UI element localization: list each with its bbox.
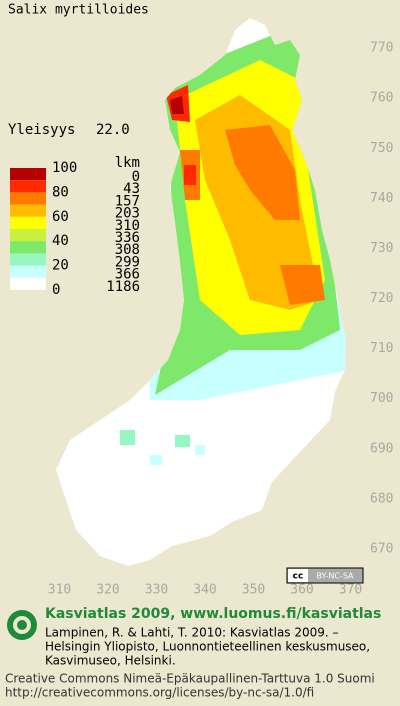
x-tick-label: 340 [193, 583, 216, 598]
footer-heading: Kasviatlas 2009, www.luomus.fi/kasviatla… [45, 606, 381, 622]
cell [120, 430, 135, 445]
legend-scale-label: 80 [52, 184, 69, 200]
y-tick-label: 670 [370, 541, 393, 556]
zone-orange-2 [280, 265, 325, 305]
legend-count: 1186 [106, 279, 140, 295]
badge-text: BY-NC-SA [316, 572, 354, 581]
license-line: Creative Commons Nimeä-Epäkaupallinen-Ta… [5, 672, 375, 686]
legend-swatch [10, 241, 46, 254]
y-tick-label: 730 [370, 241, 393, 256]
legend-count: 43 [123, 181, 140, 197]
y-tick-label: 770 [370, 41, 393, 56]
y-tick-label: 690 [370, 441, 393, 456]
legend-swatch [10, 192, 46, 205]
legend-scale-label: 100 [52, 160, 77, 176]
citation-line: Helsingin Yliopisto, Luonnontieteellinen… [45, 640, 370, 654]
legend-swatch [10, 180, 46, 193]
legend-count: 366 [115, 267, 140, 283]
license-badge: cc BY-NC-SA [286, 567, 364, 584]
cell [195, 445, 205, 455]
y-tick-label: 680 [370, 491, 393, 506]
cc-mark: cc [293, 572, 304, 582]
legend-count: 0 [132, 169, 140, 185]
legend-swatch [10, 253, 46, 266]
legend-count: 310 [115, 218, 140, 234]
legend-count: 308 [115, 242, 140, 258]
citation-line: Kasvimuseo, Helsinki. [45, 654, 176, 668]
legend-swatch [10, 265, 46, 278]
legend-swatch [10, 216, 46, 229]
zone-red-2 [184, 165, 196, 185]
cell [175, 435, 190, 447]
x-tick-label: 370 [339, 583, 362, 598]
count-title: lkm [115, 155, 140, 171]
legend-count: 203 [115, 206, 140, 222]
x-tick-label: 310 [48, 583, 71, 598]
distribution [120, 20, 346, 465]
legend-scale-label: 40 [52, 233, 69, 249]
zone-gold [195, 95, 320, 310]
species-title: Salix myrtilloides [8, 3, 149, 18]
y-tick-label: 700 [370, 391, 393, 406]
legend-count: 157 [115, 193, 140, 209]
zone-darkred [170, 96, 184, 114]
x-tick-label: 320 [96, 583, 119, 598]
citation-line: Lampinen, R. & Lahti, T. 2010: Kasviatla… [45, 626, 339, 640]
legend-count: 299 [115, 254, 140, 270]
x-tick-label: 360 [290, 583, 313, 598]
index-label: Yleisyys [8, 122, 75, 138]
legend-swatch [10, 168, 46, 181]
legend-swatch [10, 277, 46, 290]
legend-scale-label: 20 [52, 258, 69, 274]
x-tick-label: 330 [145, 583, 168, 598]
y-tick-label: 740 [370, 191, 393, 206]
license-line: http://creativecommons.org/licenses/by-n… [5, 686, 314, 700]
legend-count: 336 [115, 230, 140, 246]
legend-scale-label: 0 [52, 282, 60, 298]
zone-orange [225, 125, 300, 220]
y-tick-label: 720 [370, 291, 393, 306]
index-value: 22.0 [96, 122, 130, 138]
legend-swatch [10, 229, 46, 242]
y-tick-label: 760 [370, 91, 393, 106]
x-tick-label: 350 [242, 583, 265, 598]
legend-swatch [10, 204, 46, 217]
y-tick-label: 710 [370, 341, 393, 356]
logo [7, 610, 37, 640]
cell [150, 455, 162, 465]
y-tick-label: 750 [370, 141, 393, 156]
legend-scale-label: 60 [52, 209, 69, 225]
